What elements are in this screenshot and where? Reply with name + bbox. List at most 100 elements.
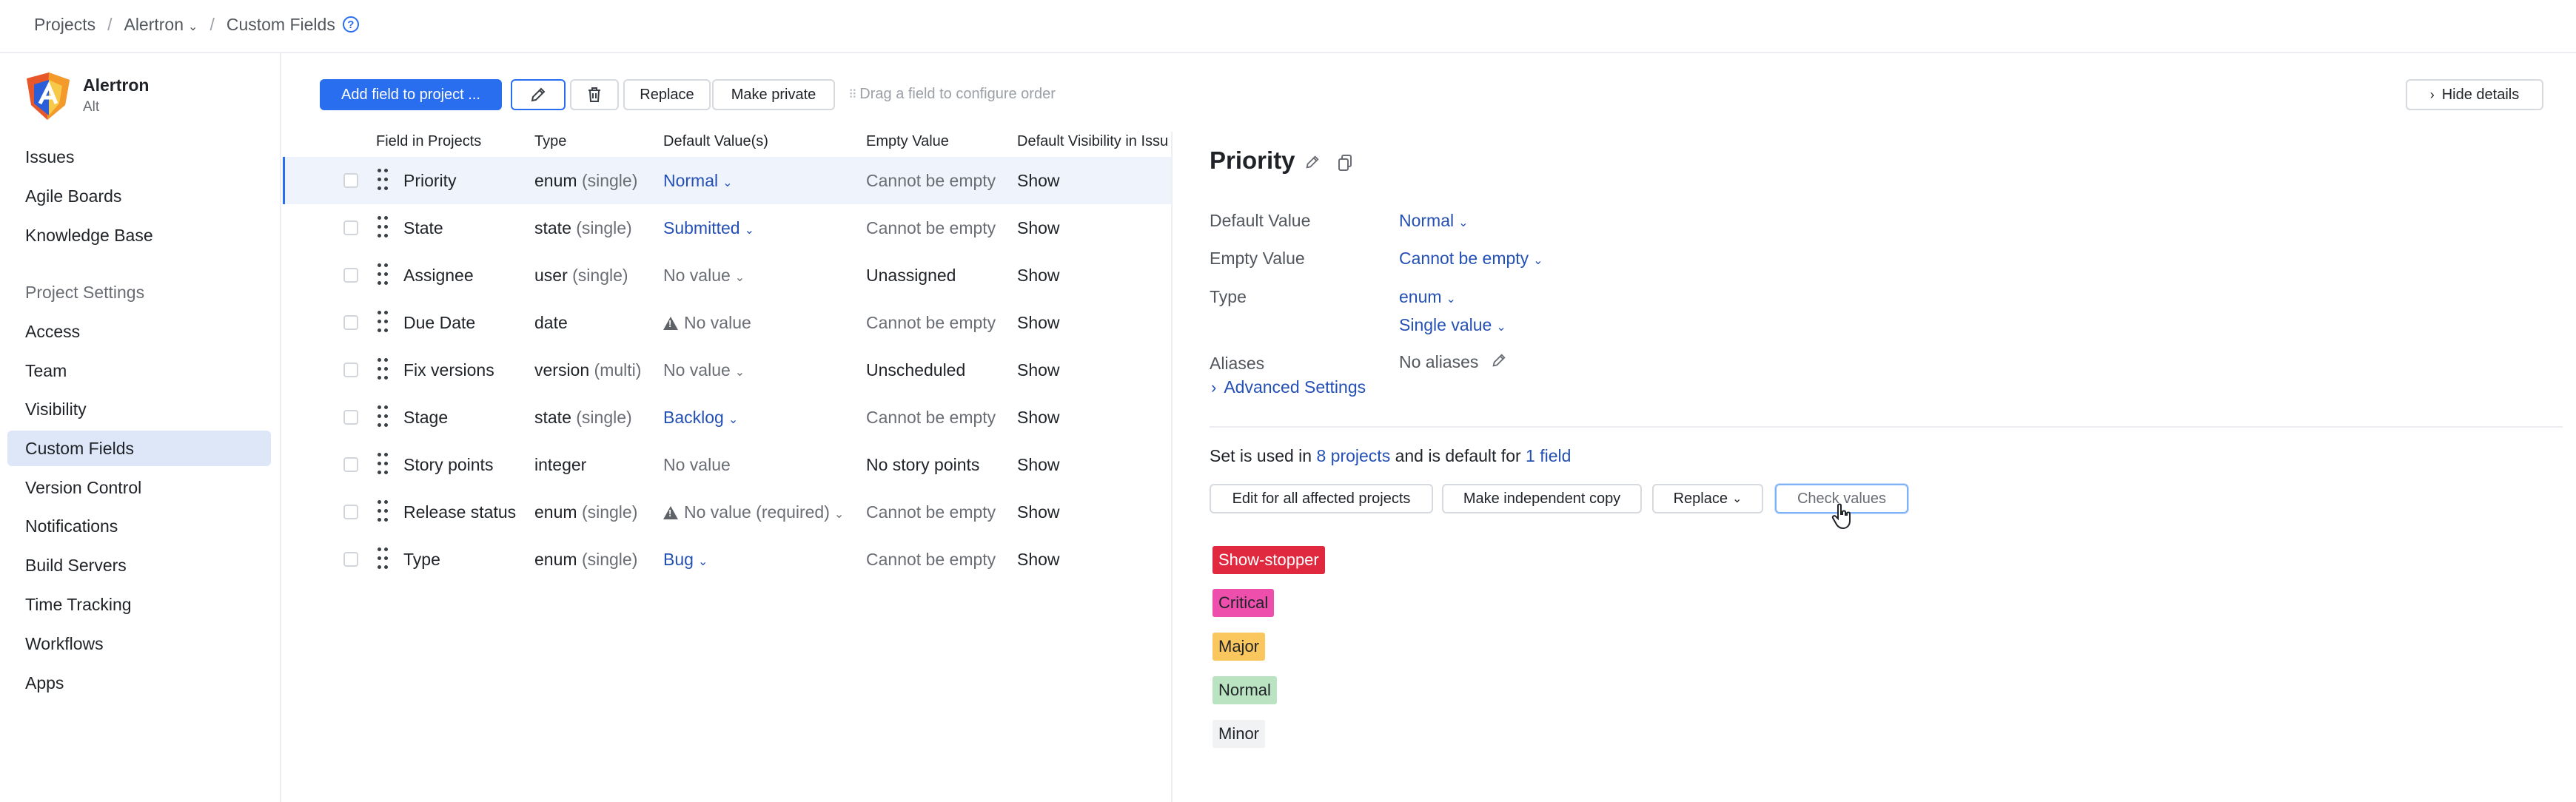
row-checkbox[interactable] [343, 552, 358, 567]
table-row[interactable]: Due Date date No value Cannot be empty Show [283, 299, 1171, 346]
pencil-icon [531, 87, 546, 102]
row-checkbox[interactable] [343, 505, 358, 519]
chevron-down-icon: ⌄ [734, 272, 745, 284]
column-header-type[interactable]: Type [534, 133, 567, 149]
visibility-cell[interactable]: Show [1017, 502, 1060, 522]
value-tag[interactable]: Critical [1212, 589, 1275, 617]
help-icon[interactable]: ? [342, 16, 359, 33]
hide-details-button[interactable]: › Hide details [2406, 79, 2543, 110]
drag-handle-icon[interactable] [378, 311, 389, 333]
type-mode-select[interactable]: Single value ⌄ [1399, 315, 1506, 335]
default-value-cell[interactable]: No value (required)⌄ [663, 488, 844, 536]
drag-handle-icon[interactable] [378, 263, 389, 286]
value-tag[interactable]: Show-stopper [1212, 546, 1325, 574]
sidebar-item-issues[interactable]: Issues [25, 147, 75, 166]
edit-aliases-pencil-icon[interactable] [1491, 352, 1507, 368]
default-value-text: No value (required) [684, 502, 830, 522]
field-type: date [534, 299, 568, 346]
value-tag[interactable]: Normal [1212, 676, 1277, 704]
column-header-visibility[interactable]: Default Visibility in Issu [1017, 133, 1169, 149]
breadcrumb-project[interactable]: Alertron ⌄ [124, 15, 198, 35]
project-name[interactable]: Alertron [83, 75, 150, 95]
drag-handle-icon[interactable] [378, 216, 389, 238]
table-row[interactable]: Assignee user (single) No value ⌄ Unassigned… [283, 252, 1171, 299]
sidebar-item-apps[interactable]: Apps [25, 673, 64, 693]
default-value-cell[interactable]: No value ⌄ [663, 346, 745, 394]
row-checkbox[interactable] [343, 457, 358, 472]
column-header-empty[interactable]: Empty Value [866, 133, 949, 149]
advanced-settings-toggle[interactable]: › Advanced Settings [1211, 377, 1366, 397]
sidebar-item-team[interactable]: Team [25, 361, 67, 380]
default-value-cell[interactable]: Bug ⌄ [663, 536, 708, 583]
edit-button[interactable] [511, 79, 566, 110]
sidebar-item-version-control[interactable]: Version Control [25, 478, 142, 497]
table-row[interactable]: Priority enum (single) Normal ⌄ Cannot be em… [283, 157, 1171, 204]
make-private-button[interactable]: Make private [712, 79, 835, 110]
table-row[interactable]: State state (single) Submitted ⌄ Cannot be e… [283, 204, 1171, 252]
default-value-cell[interactable]: Submitted ⌄ [663, 204, 754, 252]
sidebar-item-workflows[interactable]: Workflows [25, 634, 104, 653]
default-value-cell[interactable]: Backlog ⌄ [663, 394, 738, 441]
copy-icon[interactable] [1337, 154, 1353, 172]
sidebar-item-knowledge-base[interactable]: Knowledge Base [25, 226, 153, 245]
table-row[interactable]: Story points integer No value No story poi… [283, 441, 1171, 488]
visibility-cell[interactable]: Show [1017, 266, 1060, 285]
drag-handle-icon[interactable] [378, 500, 389, 522]
add-field-button[interactable]: Add field to project ... [320, 79, 502, 110]
visibility-cell[interactable]: Show [1017, 218, 1060, 237]
visibility-cell[interactable]: Show [1017, 408, 1060, 427]
sidebar-item-custom-fields[interactable]: Custom Fields [7, 431, 271, 466]
replace-button[interactable]: Replace [623, 79, 711, 110]
column-header-field[interactable]: Field in Projects [376, 133, 482, 149]
value-tag[interactable]: Major [1212, 633, 1266, 661]
visibility-cell[interactable]: Show [1017, 360, 1060, 380]
usage-fields-link[interactable]: 1 field [1526, 446, 1572, 465]
sidebar-item-build-servers[interactable]: Build Servers [25, 556, 127, 575]
row-checkbox[interactable] [343, 268, 358, 283]
sidebar-item-time-tracking[interactable]: Time Tracking [25, 595, 132, 614]
drag-handle-icon[interactable] [378, 405, 389, 428]
replace-values-label: Replace [1673, 490, 1728, 507]
drag-handle-icon[interactable] [378, 169, 389, 191]
drag-handle-icon[interactable] [378, 453, 389, 475]
column-header-default[interactable]: Default Value(s) [663, 133, 768, 149]
table-row[interactable]: Stage state (single) Backlog ⌄ Cannot be emp… [283, 394, 1171, 441]
default-value-cell[interactable]: No value [663, 441, 731, 488]
visibility-cell[interactable]: Show [1017, 550, 1060, 569]
chevron-down-icon: ⌄ [1533, 255, 1543, 267]
sidebar-item-agile-boards[interactable]: Agile Boards [25, 186, 122, 206]
usage-projects-link[interactable]: 8 projects [1316, 446, 1391, 465]
type-select[interactable]: enum ⌄ [1399, 287, 1456, 307]
table-row[interactable]: Fix versions version (multi) No value ⌄ Unsc… [283, 346, 1171, 394]
edit-all-projects-button[interactable]: Edit for all affected projects [1210, 484, 1433, 513]
visibility-cell[interactable]: Show [1017, 313, 1060, 332]
default-value-cell[interactable]: No value ⌄ [663, 252, 745, 299]
row-checkbox[interactable] [343, 173, 358, 188]
drag-handle-icon[interactable] [378, 358, 389, 380]
row-checkbox[interactable] [343, 220, 358, 235]
default-value-cell[interactable]: Normal ⌄ [663, 157, 733, 204]
empty-value-select[interactable]: Cannot be empty ⌄ [1399, 249, 1543, 269]
visibility-cell[interactable]: Show [1017, 455, 1060, 474]
project-logo-icon[interactable] [24, 71, 73, 121]
default-value-cell[interactable]: No value [663, 299, 751, 346]
field-type-name: enum [534, 550, 577, 569]
delete-button[interactable] [570, 79, 619, 110]
row-checkbox[interactable] [343, 315, 358, 330]
sidebar-item-visibility[interactable]: Visibility [25, 400, 87, 419]
make-independent-copy-button[interactable]: Make independent copy [1442, 484, 1642, 513]
row-checkbox[interactable] [343, 410, 358, 425]
drag-handle-icon[interactable] [378, 547, 389, 570]
edit-name-pencil-icon[interactable] [1304, 154, 1321, 170]
sidebar-item-notifications[interactable]: Notifications [25, 516, 118, 536]
table-row[interactable]: Type enum (single) Bug ⌄ Cannot be empty Show [283, 536, 1171, 583]
default-value-select[interactable]: Normal ⌄ [1399, 211, 1469, 231]
field-type-mod: (multi) [594, 360, 642, 380]
row-checkbox[interactable] [343, 363, 358, 377]
table-row[interactable]: Release status enum (single) No value (req… [283, 488, 1171, 536]
sidebar-item-access[interactable]: Access [25, 322, 81, 341]
breadcrumb-projects[interactable]: Projects [34, 14, 96, 34]
replace-values-button[interactable]: Replace ⌄ [1652, 484, 1763, 513]
visibility-cell[interactable]: Show [1017, 171, 1060, 190]
value-tag[interactable]: Minor [1212, 720, 1266, 748]
